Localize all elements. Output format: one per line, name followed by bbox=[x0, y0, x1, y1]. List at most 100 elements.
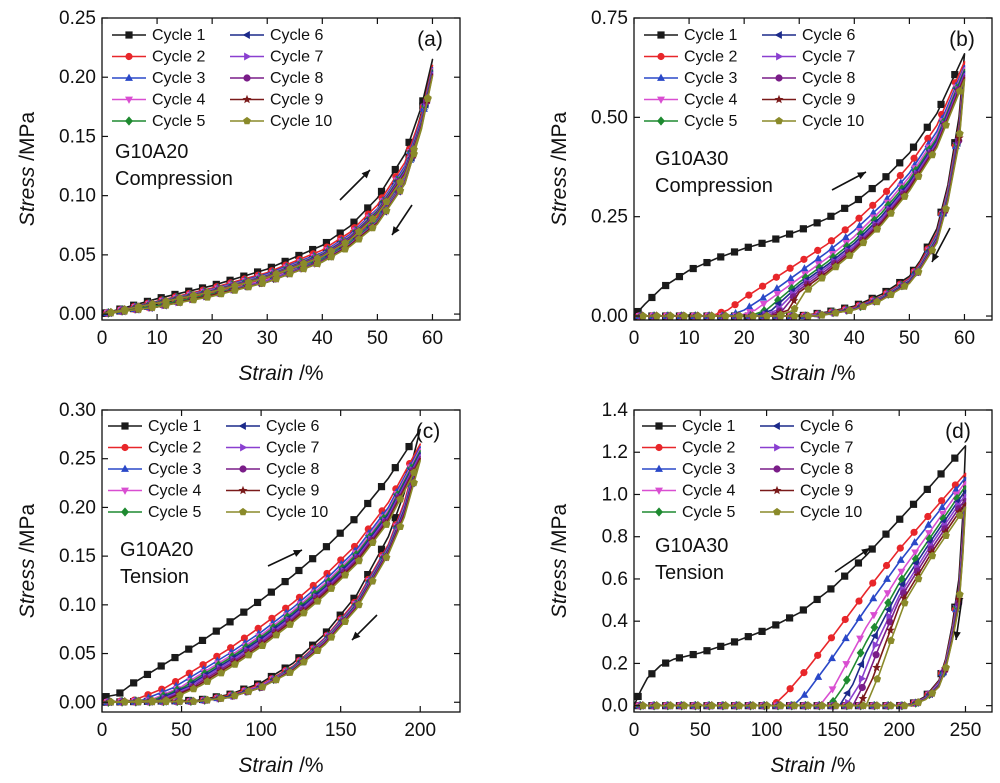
y-tick-label: 0.50 bbox=[591, 107, 628, 128]
y-tick-label: 0.20 bbox=[59, 497, 96, 518]
sample-annotation: Compression bbox=[655, 175, 773, 197]
y-tick-label: 0.15 bbox=[59, 546, 96, 567]
data-point-cycle-3 bbox=[814, 672, 823, 680]
panel-d: 0 50 100 150 200 250 0.0 0.2 0.4 0.6 0.8 1.0 1.2 1.4 S… bbox=[548, 400, 993, 777]
data-point-cycle-2 bbox=[924, 512, 932, 521]
data-point-cycle-10 bbox=[120, 307, 129, 315]
data-point-cycle-10 bbox=[859, 238, 868, 247]
legend-entry-label: Cycle 7 bbox=[266, 440, 319, 457]
data-point-cycle-10 bbox=[368, 577, 377, 585]
data-point-cycle-10 bbox=[721, 701, 730, 709]
data-point-cycle-2 bbox=[827, 237, 836, 245]
legend-entry-label: Cycle 8 bbox=[800, 461, 853, 478]
x-axis-title-name: Strain bbox=[770, 754, 825, 777]
data-point-cycle-1 bbox=[336, 611, 344, 619]
data-point-cycle-4 bbox=[856, 635, 865, 643]
data-point-cycle-1 bbox=[405, 442, 413, 451]
data-point-cycle-1 bbox=[868, 184, 876, 193]
x-tick-label: 10 bbox=[679, 328, 700, 349]
data-point-cycle-10 bbox=[107, 308, 115, 317]
legend: Cycle 1 Cycle 2 Cycle 3 Cycle 4 Cycle 5 Cycle… bbox=[112, 27, 332, 130]
y-tick-label: 1.4 bbox=[602, 400, 629, 421]
data-point-cycle-10 bbox=[217, 668, 226, 677]
series-line-cycle-1 bbox=[634, 53, 966, 317]
legend-marker bbox=[657, 73, 665, 81]
data-point-cycle-10 bbox=[341, 571, 350, 579]
data-point-cycle-1 bbox=[336, 229, 344, 237]
x-axis-title-name: Strain bbox=[238, 362, 293, 385]
data-point-cycle-2 bbox=[869, 201, 877, 209]
data-point-cycle-10 bbox=[749, 701, 758, 709]
data-point-cycle-10 bbox=[887, 701, 895, 709]
data-point-cycle-2 bbox=[282, 604, 290, 612]
data-point-cycle-1 bbox=[391, 514, 399, 522]
data-point-cycle-5 bbox=[856, 229, 865, 239]
data-point-cycle-1 bbox=[364, 570, 372, 579]
legend-marker bbox=[657, 52, 665, 61]
legend: Cycle 1 Cycle 2 Cycle 3 Cycle 4 Cycle 5 Cycle… bbox=[108, 418, 328, 521]
data-point-cycle-10 bbox=[708, 311, 716, 320]
data-point-cycle-10 bbox=[914, 574, 923, 583]
data-point-cycle-10 bbox=[942, 204, 950, 213]
data-point-cycle-2 bbox=[882, 187, 891, 196]
data-point-cycle-1 bbox=[662, 281, 670, 290]
data-point-cycle-9 bbox=[954, 507, 964, 516]
data-point-cycle-10 bbox=[410, 478, 418, 487]
data-point-cycle-1 bbox=[171, 653, 179, 662]
data-point-cycle-3 bbox=[759, 293, 768, 301]
data-point-cycle-10 bbox=[299, 259, 308, 267]
data-point-cycle-1 bbox=[377, 545, 386, 553]
sample-annotation: Tension bbox=[655, 562, 724, 584]
data-point-cycle-1 bbox=[717, 642, 725, 650]
data-point-cycle-10 bbox=[804, 311, 813, 320]
data-point-cycle-3 bbox=[841, 633, 850, 642]
data-point-cycle-10 bbox=[203, 695, 212, 704]
data-point-cycle-10 bbox=[735, 701, 744, 709]
data-point-cycle-1 bbox=[364, 204, 372, 212]
data-point-cycle-3 bbox=[800, 690, 809, 698]
data-point-cycle-1 bbox=[758, 239, 766, 247]
data-point-cycle-1 bbox=[703, 647, 711, 655]
legend-marker bbox=[775, 116, 783, 125]
data-point-cycle-10 bbox=[749, 311, 758, 320]
data-point-cycle-10 bbox=[873, 701, 882, 709]
panel-tag: (c) bbox=[416, 420, 441, 443]
legend-entry-label: Cycle 2 bbox=[682, 440, 735, 457]
data-point-cycle-2 bbox=[910, 528, 918, 536]
data-point-cycle-7 bbox=[858, 674, 867, 683]
data-point-cycle-1 bbox=[157, 662, 165, 670]
plot-frame bbox=[101, 17, 461, 321]
x-tick-label: 0 bbox=[97, 328, 108, 349]
data-point-cycle-10 bbox=[189, 697, 198, 705]
data-point-cycle-2 bbox=[268, 614, 276, 622]
data-point-cycle-10 bbox=[313, 646, 322, 654]
arrow-head bbox=[857, 172, 866, 180]
data-point-cycle-2 bbox=[323, 569, 331, 578]
x-axis-title-name: Strain bbox=[238, 754, 293, 777]
legend-entry-label: Cycle 4 bbox=[684, 92, 737, 109]
data-point-cycle-2 bbox=[295, 593, 304, 601]
series-line-cycle-6 bbox=[634, 489, 967, 707]
x-axis-title-unit: /% bbox=[825, 754, 855, 777]
legend-marker bbox=[657, 96, 665, 104]
data-point-cycle-3 bbox=[828, 243, 836, 252]
data-point-cycle-10 bbox=[955, 590, 964, 598]
data-point-cycle-10 bbox=[396, 495, 405, 503]
data-point-cycle-1 bbox=[391, 165, 399, 174]
x-tick-label: 50 bbox=[899, 328, 920, 349]
data-point-cycle-10 bbox=[955, 511, 964, 519]
data-point-cycle-10 bbox=[231, 691, 239, 699]
data-point-cycle-2 bbox=[745, 291, 753, 299]
data-point-cycle-1 bbox=[717, 253, 725, 261]
panel-tag: (b) bbox=[949, 28, 975, 51]
data-point-cycle-10 bbox=[735, 311, 744, 320]
data-point-cycle-10 bbox=[639, 311, 647, 320]
legend-marker bbox=[657, 116, 665, 126]
data-point-cycle-10 bbox=[382, 206, 391, 215]
data-point-cycle-2 bbox=[910, 154, 918, 162]
data-point-cycle-1 bbox=[212, 627, 220, 635]
data-point-cycle-1 bbox=[785, 614, 794, 622]
data-point-cycle-10 bbox=[914, 267, 923, 276]
data-point-cycle-1 bbox=[185, 645, 193, 653]
legend-marker bbox=[125, 52, 133, 61]
